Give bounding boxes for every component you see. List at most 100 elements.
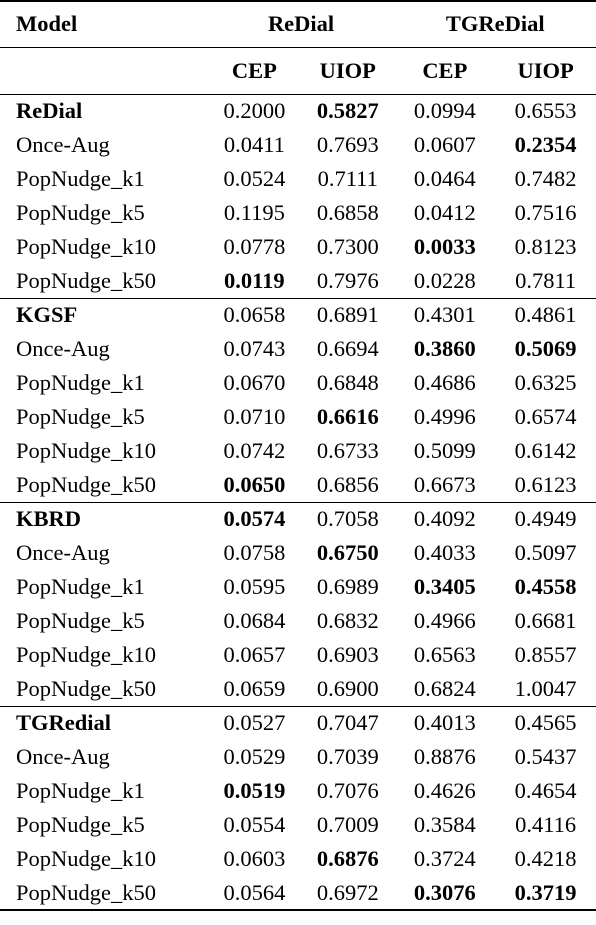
value-cell: 0.4301 xyxy=(413,302,476,328)
value-cell: 0.0603 xyxy=(223,846,286,871)
table-row: PopNudge_k5 0.0684 0.6832 0.4966 0.6681 xyxy=(0,604,596,638)
value-cell: 0.8876 xyxy=(413,744,476,769)
value-cell: 0.0742 xyxy=(223,438,286,463)
header-tgredial-cep: CEP xyxy=(422,57,468,83)
value-cell: 0.4966 xyxy=(413,608,476,633)
value-cell: 0.6694 xyxy=(316,336,379,361)
value-cell: 0.0994 xyxy=(413,98,476,124)
value-cell: 0.7076 xyxy=(316,778,379,803)
value-cell: 0.3584 xyxy=(413,812,476,837)
value-cell: 0.6673 xyxy=(413,471,476,497)
header-tgredial: TGReDial xyxy=(445,11,545,37)
table-row: PopNudge_k1 0.0595 0.6989 0.3405 0.4558 xyxy=(0,570,596,604)
model-name-cell: Once-Aug xyxy=(16,336,110,361)
table-row: TGRedial 0.0527 0.7047 0.4013 0.4565 xyxy=(0,706,596,740)
value-cell: 0.2354 xyxy=(514,132,577,157)
value-cell: 0.4013 xyxy=(413,710,476,736)
header-row-metrics: CEP UIOP CEP UIOP xyxy=(0,47,596,94)
value-cell: 0.7516 xyxy=(514,200,577,225)
value-cell: 0.3076 xyxy=(413,879,476,905)
value-cell: 0.0659 xyxy=(223,675,286,701)
value-cell: 0.0778 xyxy=(223,234,286,259)
model-name-cell: PopNudge_k5 xyxy=(16,608,145,633)
table-header: Model ReDial TGReDial CEP UIOP CEP UIOP xyxy=(0,1,596,94)
value-cell: 0.4949 xyxy=(514,506,577,532)
model-name-cell: PopNudge_k5 xyxy=(16,200,145,225)
value-cell: 0.4686 xyxy=(413,370,476,395)
value-cell: 0.4565 xyxy=(514,710,577,736)
value-cell: 0.2000 xyxy=(223,98,286,124)
value-cell: 0.6989 xyxy=(316,574,379,599)
table-row: PopNudge_k10 0.0603 0.6876 0.3724 0.4218 xyxy=(0,842,596,876)
value-cell: 0.1195 xyxy=(223,200,285,225)
model-name-cell: Once-Aug xyxy=(16,132,110,157)
header-redial-uiop: UIOP xyxy=(319,57,376,83)
table-row: PopNudge_k1 0.0670 0.6848 0.4686 0.6325 xyxy=(0,366,596,400)
value-cell: 0.5097 xyxy=(514,540,577,565)
table-row: PopNudge_k10 0.0657 0.6903 0.6563 0.8557 xyxy=(0,638,596,672)
value-cell: 0.6972 xyxy=(316,879,379,905)
table-row: PopNudge_k50 0.0564 0.6972 0.3076 0.3719 xyxy=(0,876,596,910)
value-cell: 0.6891 xyxy=(316,302,379,328)
value-cell: 0.0464 xyxy=(413,166,476,191)
model-name-cell: PopNudge_k50 xyxy=(16,267,156,293)
model-name-cell: PopNudge_k10 xyxy=(16,438,156,463)
table-row: PopNudge_k50 0.0659 0.6900 0.6824 1.0047 xyxy=(0,672,596,706)
value-cell: 0.4996 xyxy=(413,404,476,429)
table-row: Once-Aug 0.0758 0.6750 0.4033 0.5097 xyxy=(0,536,596,570)
model-name-cell: PopNudge_k10 xyxy=(16,642,156,667)
value-cell: 0.3405 xyxy=(413,574,476,599)
value-cell: 0.4654 xyxy=(514,778,577,803)
value-cell: 0.6563 xyxy=(413,642,476,667)
table-row: KBRD 0.0574 0.7058 0.4092 0.4949 xyxy=(0,502,596,536)
value-cell: 0.7300 xyxy=(316,234,379,259)
value-cell: 0.7693 xyxy=(316,132,379,157)
model-group: KBRD 0.0574 0.7058 0.4092 0.4949 Once-Aug 0.07… xyxy=(0,502,596,706)
table-row: PopNudge_k5 0.0710 0.6616 0.4996 0.6574 xyxy=(0,400,596,434)
table-row: PopNudge_k10 0.0742 0.6733 0.5099 0.6142 xyxy=(0,434,596,468)
value-cell: 0.0033 xyxy=(413,234,476,259)
model-name-cell: Once-Aug xyxy=(16,540,110,565)
table-row: PopNudge_k5 0.1195 0.6858 0.0412 0.7516 xyxy=(0,196,596,230)
value-cell: 0.3860 xyxy=(413,336,476,361)
header-model: Model xyxy=(16,11,78,37)
value-cell: 0.6574 xyxy=(514,404,577,429)
value-cell: 1.0047 xyxy=(514,675,577,701)
value-cell: 0.6142 xyxy=(514,438,577,463)
value-cell: 0.4033 xyxy=(413,540,476,565)
value-cell: 0.6681 xyxy=(514,608,577,633)
model-name-cell: PopNudge_k50 xyxy=(16,879,156,905)
value-cell: 0.6824 xyxy=(413,675,476,701)
value-cell: 0.6616 xyxy=(316,404,379,429)
value-cell: 0.4626 xyxy=(413,778,476,803)
value-cell: 0.0607 xyxy=(413,132,476,157)
header-tgredial-uiop: UIOP xyxy=(517,57,574,83)
value-cell: 0.6733 xyxy=(316,438,379,463)
model-name-cell: PopNudge_k50 xyxy=(16,675,156,701)
model-group: KGSF 0.0658 0.6891 0.4301 0.4861 Once-Aug 0.07… xyxy=(0,298,596,502)
value-cell: 0.7976 xyxy=(316,267,379,293)
value-cell: 0.0412 xyxy=(413,200,476,225)
value-cell: 0.0228 xyxy=(413,267,476,293)
header-redial: ReDial xyxy=(267,11,335,37)
value-cell: 0.0119 xyxy=(224,267,285,293)
value-cell: 0.6858 xyxy=(316,200,379,225)
model-name-cell: KGSF xyxy=(16,302,78,328)
value-cell: 0.0710 xyxy=(223,404,286,429)
model-group: ReDial 0.2000 0.5827 0.0994 0.6553 Once-Aug 0.… xyxy=(0,94,596,298)
value-cell: 0.6856 xyxy=(316,471,379,497)
value-cell: 0.0574 xyxy=(223,506,286,532)
header-blank xyxy=(0,47,208,94)
value-cell: 0.6553 xyxy=(514,98,577,124)
table-row: PopNudge_k50 0.0650 0.6856 0.6673 0.6123 xyxy=(0,468,596,502)
model-name-cell: PopNudge_k1 xyxy=(16,166,145,191)
model-name-cell: PopNudge_k1 xyxy=(16,574,145,599)
table-row: PopNudge_k1 0.0524 0.7111 0.0464 0.7482 xyxy=(0,162,596,196)
value-cell: 0.5437 xyxy=(514,744,577,769)
value-cell: 0.0658 xyxy=(223,302,286,328)
value-cell: 0.0527 xyxy=(223,710,286,736)
model-name-cell: PopNudge_k1 xyxy=(16,778,145,803)
value-cell: 0.6848 xyxy=(316,370,379,395)
value-cell: 0.0554 xyxy=(223,812,286,837)
table-row: Once-Aug 0.0529 0.7039 0.8876 0.5437 xyxy=(0,740,596,774)
